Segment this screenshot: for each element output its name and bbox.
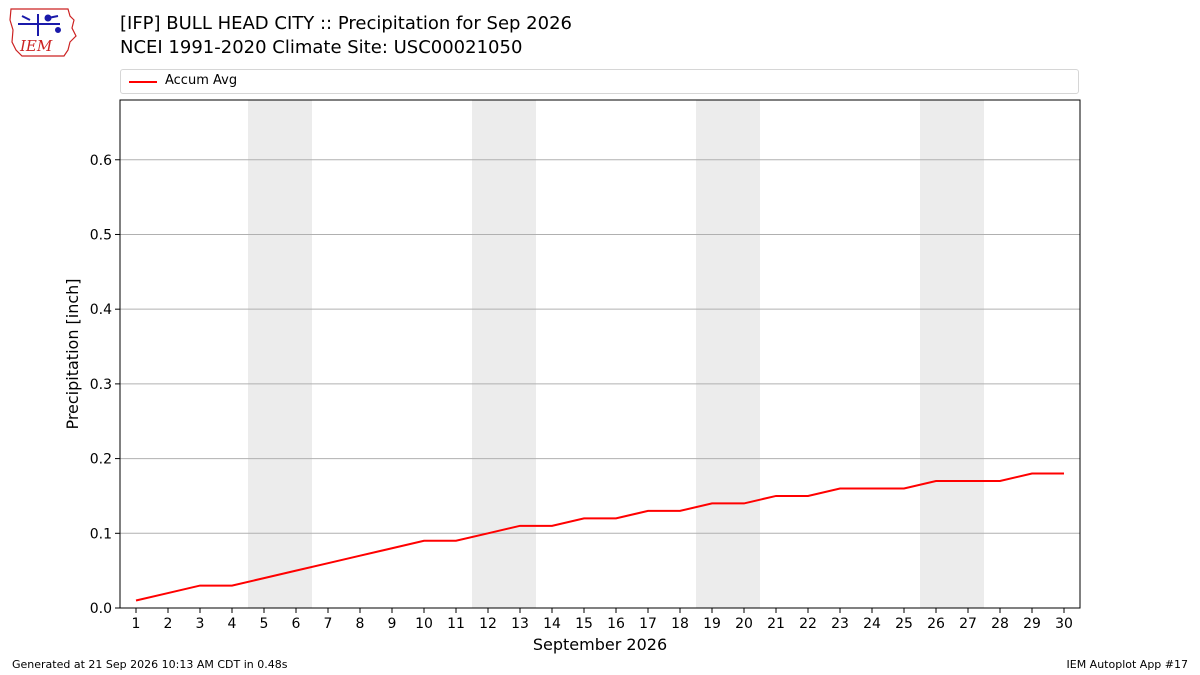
x-tick-label: 9 bbox=[388, 616, 397, 632]
x-tick-label: 13 bbox=[511, 616, 529, 632]
x-tick-label: 11 bbox=[447, 616, 465, 632]
weekend-band bbox=[248, 100, 312, 608]
x-tick-label: 6 bbox=[292, 616, 301, 632]
grid-lines bbox=[120, 159, 1080, 609]
x-tick-label: 18 bbox=[671, 616, 689, 632]
weekend-band bbox=[696, 100, 760, 608]
x-tick-label: 26 bbox=[927, 616, 945, 632]
generated-timestamp: Generated at 21 Sep 2026 10:13 AM CDT in… bbox=[12, 658, 288, 671]
plot-frame bbox=[119, 99, 1081, 609]
x-tick-label: 1 bbox=[132, 616, 141, 632]
x-tick-label: 17 bbox=[639, 616, 657, 632]
y-tick-label: 0.2 bbox=[90, 452, 112, 468]
x-tick-label: 27 bbox=[959, 616, 977, 632]
weekend-band bbox=[472, 100, 536, 608]
x-tick-label: 12 bbox=[479, 616, 497, 632]
x-axis-label: September 2026 bbox=[533, 635, 667, 654]
x-tick-label: 2 bbox=[164, 616, 173, 632]
x-tick-label: 24 bbox=[863, 616, 881, 632]
legend-label-accum-avg: Accum Avg bbox=[165, 73, 238, 88]
x-tick-label: 4 bbox=[228, 616, 237, 632]
weekend-band bbox=[920, 100, 984, 608]
x-tick-label: 29 bbox=[1023, 616, 1041, 632]
x-tick-label: 8 bbox=[356, 616, 365, 632]
x-tick-label: 22 bbox=[799, 616, 817, 632]
logo-text: IEM bbox=[19, 37, 53, 55]
y-tick-label: 0.4 bbox=[90, 302, 112, 318]
y-axis: 0.0 0.1 0.2 0.3 0.4 0.5 0.6 bbox=[90, 153, 120, 617]
y-axis-label: Precipitation [inch] bbox=[63, 278, 82, 429]
iem-logo: IEM bbox=[9, 8, 77, 57]
y-tick-label: 0.0 bbox=[90, 601, 112, 617]
y-tick-label: 0.3 bbox=[90, 377, 112, 393]
chart-title: [IFP] BULL HEAD CITY :: Precipitation fo… bbox=[120, 13, 572, 34]
x-tick-label: 16 bbox=[607, 616, 625, 632]
x-tick-label: 21 bbox=[767, 616, 785, 632]
series-layer bbox=[135, 472, 1064, 602]
y-tick-label: 0.6 bbox=[90, 153, 112, 169]
x-tick-label: 3 bbox=[196, 616, 205, 632]
x-tick-label: 19 bbox=[703, 616, 721, 632]
chart-subtitle: NCEI 1991-2020 Climate Site: USC00021050 bbox=[120, 37, 523, 58]
x-tick-label: 10 bbox=[415, 616, 433, 632]
autoplot-app-label: IEM Autoplot App #17 bbox=[1066, 658, 1189, 671]
x-tick-label: 23 bbox=[831, 616, 849, 632]
legend-swatch-accum-avg bbox=[129, 81, 157, 83]
x-tick-label: 20 bbox=[735, 616, 753, 632]
y-tick-label: 0.1 bbox=[90, 526, 112, 542]
y-tick-label: 0.5 bbox=[90, 227, 112, 243]
x-tick-label: 5 bbox=[260, 616, 269, 632]
x-axis: 1 2 3 4 5 6 7 8 9 10 11 12 13 14 15 16 17 18 19 20 21 22 23 24 2… bbox=[132, 608, 1073, 632]
x-tick-label: 7 bbox=[324, 616, 333, 632]
series-line-accum-avg bbox=[135, 472, 1064, 602]
weather-station-icon bbox=[18, 14, 61, 36]
x-tick-label: 30 bbox=[1055, 616, 1073, 632]
legend: Accum Avg bbox=[120, 69, 1079, 94]
x-tick-label: 28 bbox=[991, 616, 1009, 632]
iowa-outline bbox=[9, 8, 77, 57]
x-tick-label: 15 bbox=[575, 616, 593, 632]
x-tick-label: 14 bbox=[543, 616, 561, 632]
x-tick-label: 25 bbox=[895, 616, 913, 632]
weekend-bands bbox=[248, 100, 984, 608]
